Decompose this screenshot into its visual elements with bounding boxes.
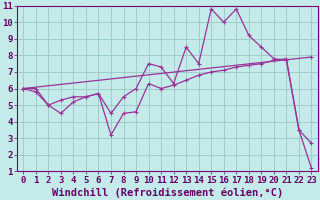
X-axis label: Windchill (Refroidissement éolien,°C): Windchill (Refroidissement éolien,°C): [52, 187, 283, 198]
